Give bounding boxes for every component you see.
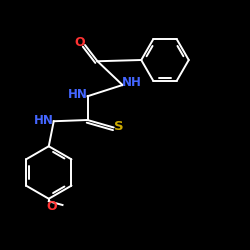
Text: NH: NH <box>122 76 142 90</box>
Text: O: O <box>46 200 56 213</box>
Text: HN: HN <box>68 88 88 101</box>
Text: O: O <box>74 36 85 49</box>
Text: HN: HN <box>34 114 54 126</box>
Text: S: S <box>114 120 124 133</box>
